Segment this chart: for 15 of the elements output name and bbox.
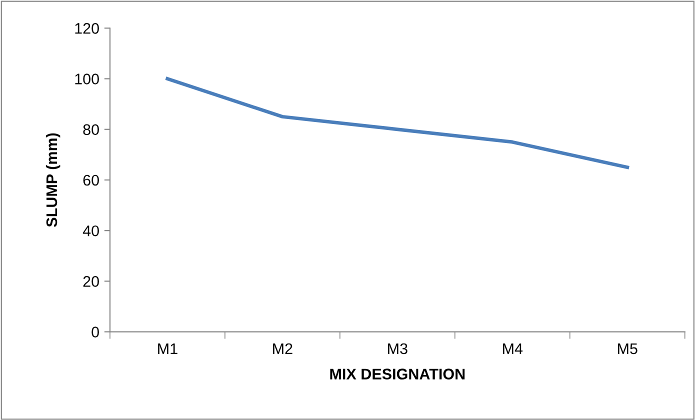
x-tick-label: M4 bbox=[503, 343, 523, 354]
y-tick-label: 120 bbox=[75, 23, 99, 34]
x-tick-label: M3 bbox=[388, 343, 408, 354]
y-tick-label: 20 bbox=[83, 276, 99, 287]
x-tick-label: M5 bbox=[618, 343, 638, 354]
y-tick-label: 100 bbox=[75, 74, 99, 84]
x-axis-title: MIX DESIGNATION bbox=[330, 368, 465, 380]
y-tick-label: 80 bbox=[83, 124, 99, 136]
y-tick-label: 40 bbox=[82, 225, 99, 236]
x-tick-label: M2 bbox=[273, 343, 292, 354]
x-tick-label: M1 bbox=[158, 343, 178, 354]
y-tick-label: 60 bbox=[83, 174, 99, 186]
y-axis-title: SLUMP (mm) bbox=[46, 133, 60, 227]
line-series bbox=[166, 77, 630, 170]
y-tick-label: 0 bbox=[92, 326, 99, 338]
